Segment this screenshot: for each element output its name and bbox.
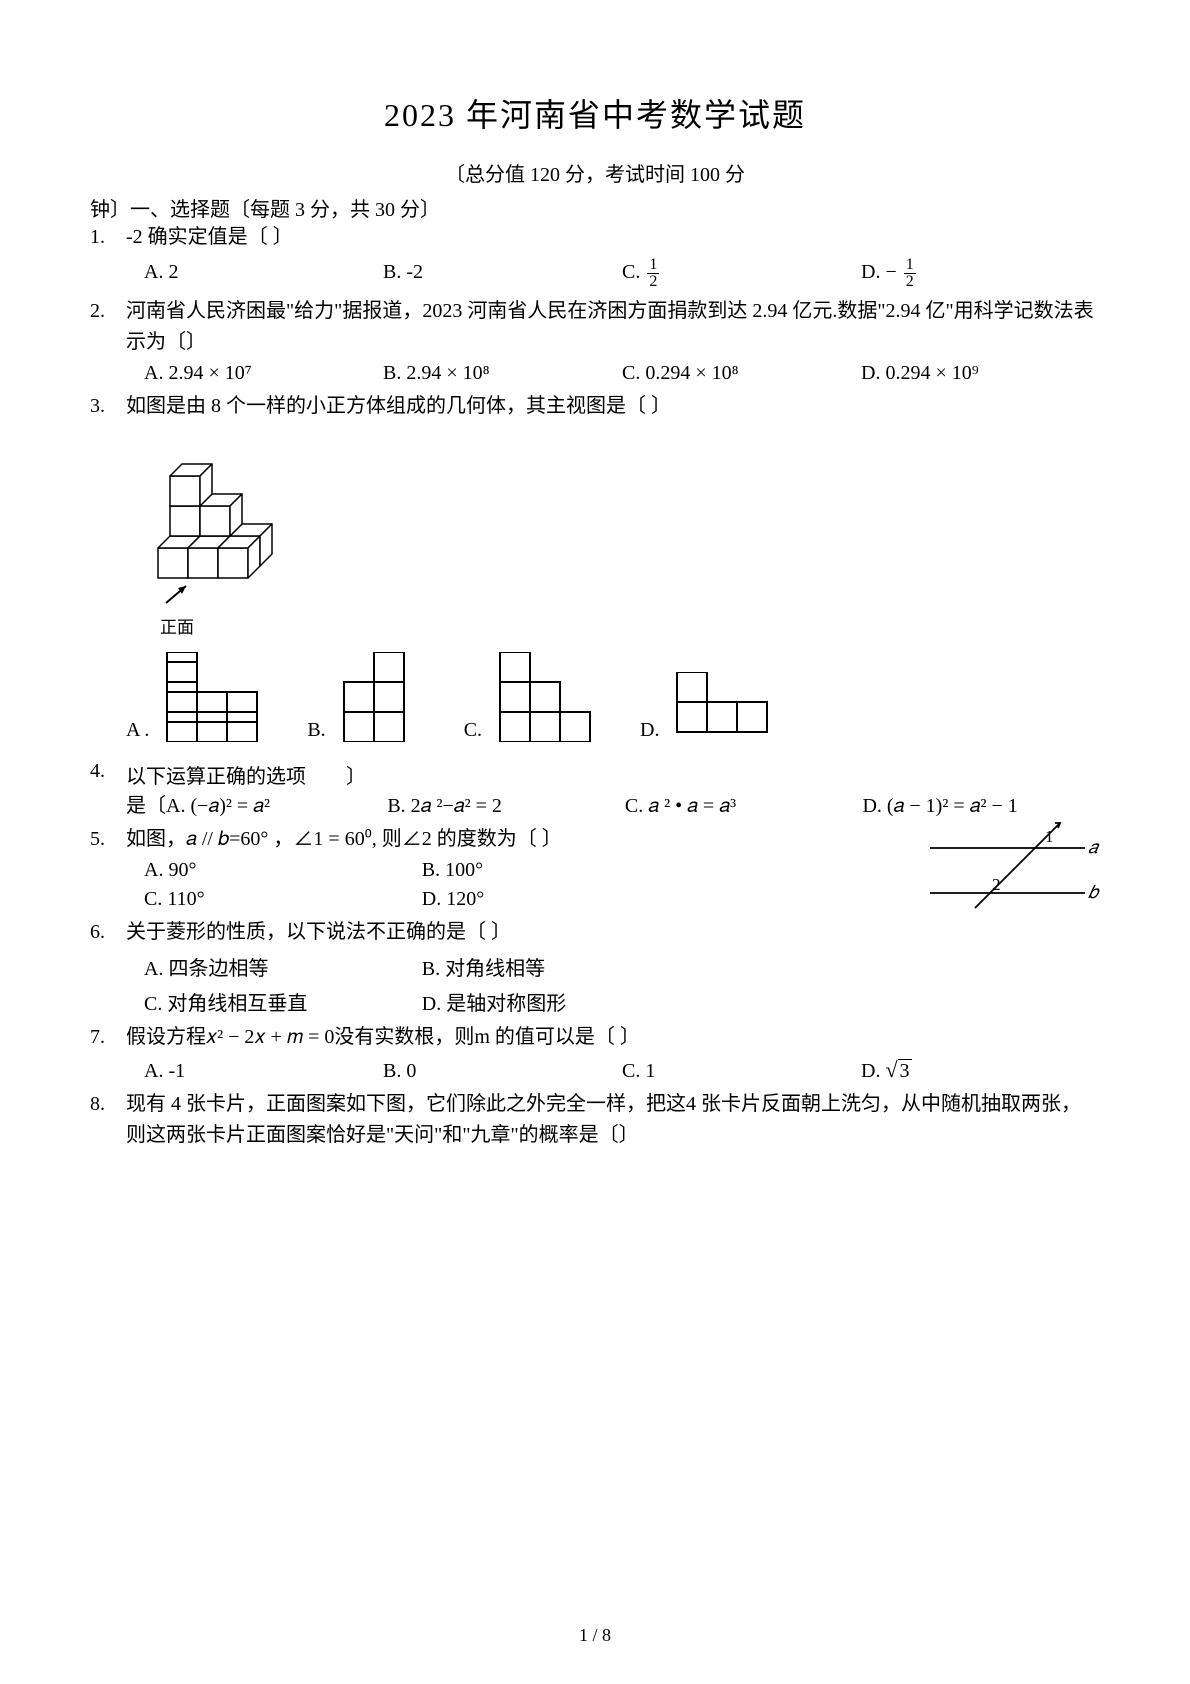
q2-opt-a: A. 2.94 × 10⁷ — [144, 362, 383, 385]
q2-number: 2. — [90, 296, 126, 358]
q6-opt-c: C. 对角线相互垂直 — [144, 987, 422, 1016]
q5-options-2: C. 110° D. 120° — [144, 888, 700, 911]
question-3: 3. 如图是由 8 个一样的小正方体组成的几何体，其主视图是〔 〕 — [90, 391, 1100, 422]
q4-number: 4. — [90, 760, 126, 789]
q3-text: 如图是由 8 个一样的小正方体组成的几何体，其主视图是〔 〕 — [126, 391, 1100, 422]
q2-text: 河南省人民济困最"给力"据报道，2023 河南省人民在济困方面捐款到达 2.94… — [126, 296, 1100, 358]
q5-figure: 1 2 𝑎 𝑏 — [920, 818, 1100, 913]
q7-opt-c: C. 1 — [622, 1060, 861, 1083]
q3-choice-d: D. — [640, 672, 777, 742]
page-number: 1 / 8 — [0, 1625, 1190, 1646]
q6-opt-a: A. 四条边相等 — [144, 952, 422, 981]
q4-opt-b: B. 2𝑎 ²−𝑎² = 2 — [387, 795, 625, 818]
question-6: 6. 关于菱形的性质，以下说法不正确的是〔 〕 — [90, 917, 1100, 948]
q5-options-1: A. 90° B. 100° — [144, 859, 700, 882]
q6-number: 6. — [90, 917, 126, 948]
q1-opt-c: C. 12 — [622, 257, 861, 290]
section-1-heading: 钟〕一、选择题〔每题 3 分，共 30 分〕 — [90, 193, 1100, 222]
q1-number: 1. — [90, 222, 126, 253]
question-4: 4. 以下运算正确的选项 〕 — [90, 760, 1100, 789]
q6-text: 关于菱形的性质，以下说法不正确的是〔 〕 — [126, 917, 1100, 948]
q5-opt-b: B. 100° — [422, 859, 700, 882]
q6-opt-d: D. 是轴对称图形 — [422, 987, 700, 1016]
q7-text: 假设方程𝑥² − 2𝑥 + 𝑚 = 0没有实数根，则m 的值可以是〔 〕 — [126, 1022, 1100, 1053]
q2-opt-b: B. 2.94 × 10⁸ — [383, 362, 622, 385]
q7-opt-b: B. 0 — [383, 1060, 622, 1083]
q7-options: A. -1 B. 0 C. 1 D. √3 — [144, 1057, 1100, 1083]
q7-opt-a: A. -1 — [144, 1060, 383, 1083]
q6-opt-b: B. 对角线相等 — [422, 952, 700, 981]
q3-choice-b: B. — [307, 652, 433, 742]
q5-opt-d: D. 120° — [422, 888, 700, 911]
q2-opt-d: D. 0.294 × 10⁹ — [861, 362, 1100, 385]
q3-choices: A . — [126, 652, 1100, 742]
question-1: 1. -2 确实定值是〔 〕 — [90, 222, 1100, 253]
exam-meta: 〔总分值 120 分，考试时间 100 分 — [90, 158, 1100, 187]
q4-line1: 以下运算正确的选项 — [126, 760, 306, 789]
q1-opt-b: B. -2 — [383, 261, 622, 284]
q3-choice-a-icon — [157, 652, 277, 742]
question-2: 2. 河南省人民济困最"给力"据报道，2023 河南省人民在济困方面捐款到达 2… — [90, 296, 1100, 358]
q3-choice-a: A . — [126, 652, 277, 742]
q1-opt-d: D. − 12 — [861, 257, 1100, 290]
q4-opt-a: 是〔A. (−𝑎)² = 𝑎² — [126, 789, 387, 818]
svg-text:2: 2 — [992, 875, 1001, 894]
q5-number: 5. — [90, 824, 126, 855]
question-7: 7. 假设方程𝑥² − 2𝑥 + 𝑚 = 0没有实数根，则m 的值可以是〔 〕 — [90, 1022, 1100, 1053]
q3-choice-d-icon — [667, 672, 777, 742]
q4-bracket: 〕 — [346, 760, 366, 789]
svg-text:1: 1 — [1045, 827, 1054, 846]
q7-opt-d: D. √3 — [861, 1057, 1100, 1083]
q7-number: 7. — [90, 1022, 126, 1053]
q3-number: 3. — [90, 391, 126, 422]
q6-options-2: C. 对角线相互垂直 D. 是轴对称图形 — [144, 987, 700, 1016]
q6-options-1: A. 四条边相等 B. 对角线相等 — [144, 952, 700, 981]
q3-front-label: 正面 — [160, 613, 1100, 638]
q3-choice-c-icon — [490, 652, 610, 742]
q4-opt-c: C. 𝑎 ² • 𝑎 = 𝑎³ — [625, 795, 863, 818]
svg-text:𝑎: 𝑎 — [1088, 837, 1100, 857]
q3-choice-c: C. — [464, 652, 610, 742]
svg-text:𝑏: 𝑏 — [1088, 882, 1100, 902]
q3-choice-b-icon — [334, 652, 434, 742]
page-title: 2023 年河南省中考数学试题 — [90, 90, 1100, 136]
q8-text: 现有 4 张卡片，正面图案如下图，它们除此之外完全一样，把这4 张卡片反面朝上洗… — [126, 1089, 1100, 1151]
q2-options: A. 2.94 × 10⁷ B. 2.94 × 10⁸ C. 0.294 × 1… — [144, 362, 1100, 385]
q4-options: 是〔A. (−𝑎)² = 𝑎² B. 2𝑎 ²−𝑎² = 2 C. 𝑎 ² • … — [126, 789, 1100, 818]
q5-opt-c: C. 110° — [144, 888, 422, 911]
q3-isometric-figure: 正面 — [138, 428, 1100, 638]
q5-opt-a: A. 90° — [144, 859, 422, 882]
q1-text: -2 确实定值是〔 〕 — [126, 222, 1100, 253]
q4-opt-d: D. (𝑎 − 1)² = 𝑎² − 1 — [862, 795, 1100, 818]
q2-opt-c: C. 0.294 × 10⁸ — [622, 362, 861, 385]
q8-number: 8. — [90, 1089, 126, 1151]
q1-options: A. 2 B. -2 C. 12 D. − 12 — [144, 257, 1100, 290]
question-8: 8. 现有 4 张卡片，正面图案如下图，它们除此之外完全一样，把这4 张卡片反面… — [90, 1089, 1100, 1151]
q1-opt-a: A. 2 — [144, 261, 383, 284]
